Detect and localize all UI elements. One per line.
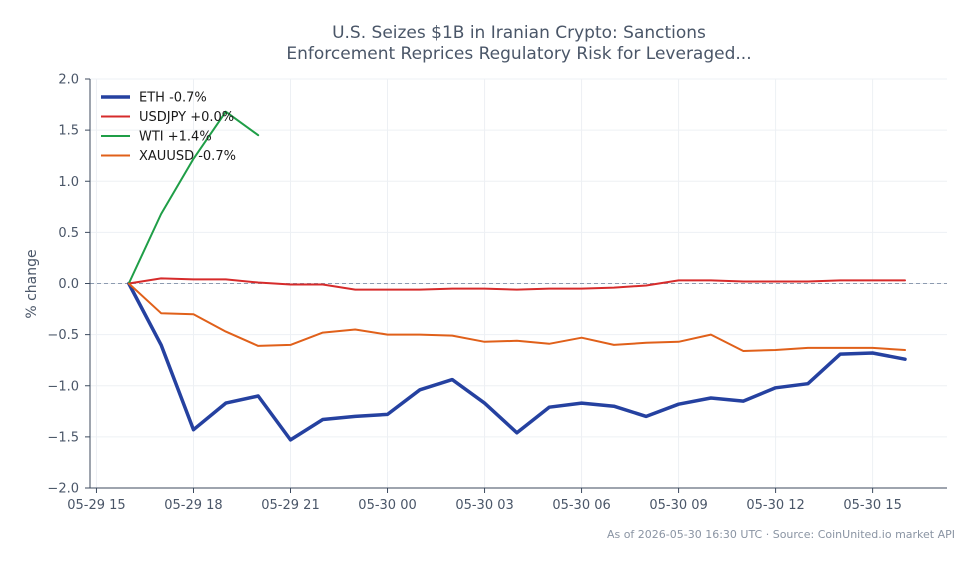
x-tick-label-2: 05-29 21 bbox=[261, 498, 319, 513]
series-lines bbox=[127, 110, 907, 442]
x-tick-label-0: 05-29 15 bbox=[67, 498, 125, 513]
series-line-wti bbox=[127, 110, 260, 285]
x-tick-label-4: 05-30 03 bbox=[455, 498, 513, 513]
chart-title-line-1: U.S. Seizes $1B in Iranian Crypto: Sanct… bbox=[332, 23, 706, 43]
chart-title-line-2: Enforcement Reprices Regulatory Risk for… bbox=[286, 44, 751, 64]
footer-source-note: As of 2026-05-30 16:30 UTC · Source: Coi… bbox=[607, 528, 955, 541]
x-tick-label-6: 05-30 09 bbox=[649, 498, 707, 513]
series-line-usdjpy bbox=[127, 277, 906, 291]
y-tick-label-1: 1.5 bbox=[58, 124, 79, 139]
y-axis-label: % change bbox=[24, 249, 40, 318]
y-axis-ticks: 2.0 1.5 1.0 0.5 0.0 −0.5 −1.0 −1.5 −2.0 bbox=[47, 73, 90, 497]
legend-label-eth: ETH -0.7% bbox=[139, 91, 207, 106]
x-tick-label-3: 05-30 00 bbox=[358, 498, 416, 513]
legend-label-wti: WTI +1.4% bbox=[139, 130, 212, 145]
y-tick-label-7: −1.5 bbox=[47, 430, 79, 445]
series-line-xauusd bbox=[127, 282, 906, 352]
y-tick-label-4: 0.0 bbox=[58, 277, 79, 292]
x-axis-ticks: 05-29 15 05-29 18 05-29 21 05-30 00 05-30 03… bbox=[67, 488, 902, 513]
x-tick-label-5: 05-30 06 bbox=[552, 498, 610, 513]
legend: ETH -0.7% USDJPY +0.0% WTI +1.4% XAUUSD -0.… bbox=[101, 91, 236, 164]
y-tick-label-8: −2.0 bbox=[47, 482, 79, 497]
series-line-eth bbox=[127, 281, 907, 442]
x-tick-label-1: 05-29 18 bbox=[164, 498, 222, 513]
y-tick-label-0: 2.0 bbox=[58, 73, 79, 88]
y-tick-label-2: 1.0 bbox=[58, 175, 79, 190]
x-tick-label-7: 05-30 12 bbox=[746, 498, 804, 513]
x-tick-label-8: 05-30 15 bbox=[843, 498, 901, 513]
legend-label-xauusd: XAUUSD -0.7% bbox=[139, 149, 236, 164]
y-tick-label-5: −0.5 bbox=[47, 328, 79, 343]
legend-label-usdjpy: USDJPY +0.0% bbox=[139, 110, 234, 125]
y-tick-label-6: −1.0 bbox=[47, 379, 79, 394]
y-tick-label-3: 0.5 bbox=[58, 226, 79, 241]
chart-title: U.S. Seizes $1B in Iranian Crypto: Sanct… bbox=[286, 23, 751, 64]
